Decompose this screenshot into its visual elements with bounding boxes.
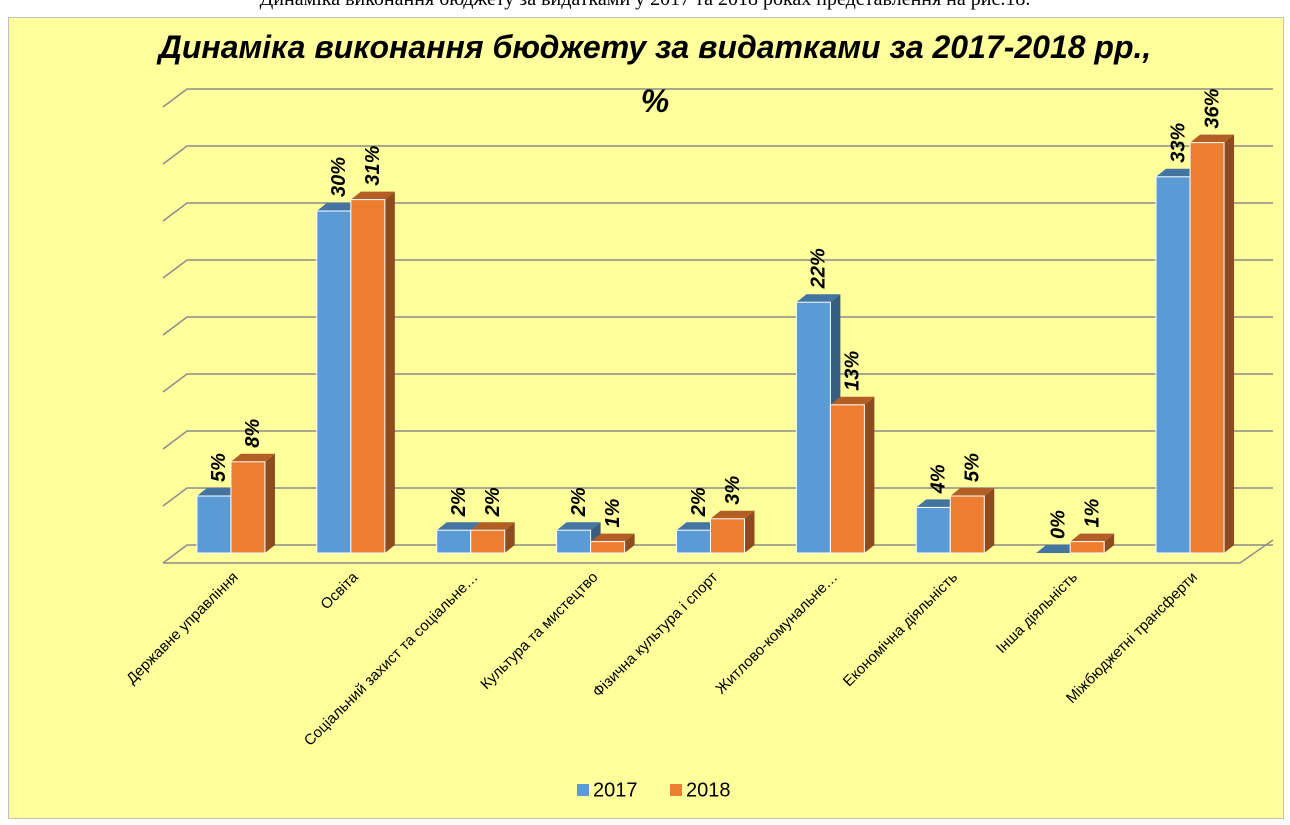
grid-line xyxy=(162,373,1273,393)
x-tick-label: Фізична культура і спорт xyxy=(589,569,721,701)
value-label: 31% xyxy=(362,145,384,185)
floor-edge xyxy=(163,539,1274,564)
bar xyxy=(196,495,232,554)
bar-side xyxy=(384,191,395,553)
x-tick-label: Освіта xyxy=(317,568,362,613)
bar xyxy=(590,541,626,554)
bar xyxy=(1189,142,1225,554)
chart-area xyxy=(8,17,1284,819)
bar-side xyxy=(1224,134,1235,553)
chart-title: Динаміка виконання бюджету за видатками … xyxy=(158,29,1152,119)
bar xyxy=(316,210,352,554)
value-label: 5% xyxy=(962,453,984,482)
value-label: 36% xyxy=(1201,88,1223,128)
bar-top xyxy=(1190,134,1235,143)
grid-line xyxy=(162,316,1273,336)
bar-top xyxy=(1070,533,1115,542)
value-label: 4% xyxy=(928,464,950,494)
x-tick-label: Інша діяльність xyxy=(993,569,1081,657)
x-tick-label: Культура та мистецтво xyxy=(477,569,601,693)
bar-top xyxy=(1156,168,1201,177)
value-label: 0% xyxy=(1047,510,1069,539)
value-label: 13% xyxy=(842,351,864,391)
bar xyxy=(436,529,472,554)
legend-swatch xyxy=(577,784,589,796)
bar-side xyxy=(1104,533,1115,553)
bar-top xyxy=(916,499,961,508)
bar-side xyxy=(864,396,875,553)
bar xyxy=(949,495,985,554)
bar-top xyxy=(950,488,995,496)
bar xyxy=(915,506,951,554)
value-label: 22% xyxy=(808,248,830,289)
value-label: 30% xyxy=(328,157,350,197)
bar-top xyxy=(590,533,635,542)
bar xyxy=(676,529,711,554)
bar xyxy=(230,461,266,554)
bar-side xyxy=(744,510,755,553)
value-label: 1% xyxy=(602,498,624,527)
bar xyxy=(829,404,865,554)
legend-swatch xyxy=(670,784,682,796)
caption: Динаміка виконання бюджету за видатками … xyxy=(0,0,1290,11)
bar-top xyxy=(230,453,275,462)
x-tick-label: Житлово-комунальне… xyxy=(712,569,841,698)
bar-top xyxy=(556,522,601,531)
bar-top xyxy=(316,203,361,211)
bar-side xyxy=(264,453,275,553)
value-label: 33% xyxy=(1167,123,1189,163)
bar-side xyxy=(504,522,515,553)
grid-line xyxy=(162,202,1273,222)
bar xyxy=(795,301,831,554)
grid-line xyxy=(162,259,1273,279)
grid-line xyxy=(162,487,1273,507)
value-label: 3% xyxy=(722,476,744,505)
value-label: 2% xyxy=(448,487,470,517)
x-tick-label: Державне управління xyxy=(123,569,242,688)
bar-top xyxy=(830,396,875,405)
value-label: 8% xyxy=(242,419,264,448)
x-tick-label: Економічна діяльність xyxy=(840,569,961,690)
bar-top xyxy=(470,522,515,531)
bar-top xyxy=(1036,545,1081,553)
bar-side xyxy=(984,488,995,553)
bar xyxy=(556,529,592,554)
value-label: 2% xyxy=(482,487,504,517)
bar-top xyxy=(350,191,395,200)
value-label: 2% xyxy=(568,487,590,517)
value-label: 2% xyxy=(688,487,710,517)
bar-top xyxy=(196,488,241,496)
bar-top xyxy=(676,522,721,531)
bar-top xyxy=(436,522,481,531)
legend-label: 2018 xyxy=(686,779,731,801)
grid-line xyxy=(162,88,1273,108)
grid-line xyxy=(162,544,1273,564)
bar-top xyxy=(710,510,755,519)
bar xyxy=(710,518,745,554)
bar-top xyxy=(796,294,841,303)
bar xyxy=(350,199,386,554)
bar xyxy=(1069,541,1105,554)
bar-side xyxy=(624,533,635,553)
value-label: 5% xyxy=(208,453,230,482)
grid-line xyxy=(162,145,1273,165)
grid-line xyxy=(162,430,1273,450)
bar xyxy=(1155,176,1191,554)
value-label: 1% xyxy=(1081,498,1103,527)
legend-label: 2017 xyxy=(593,779,638,801)
x-tick-label: Міжбюджетні трансферти xyxy=(1063,569,1201,707)
bar xyxy=(470,529,506,554)
